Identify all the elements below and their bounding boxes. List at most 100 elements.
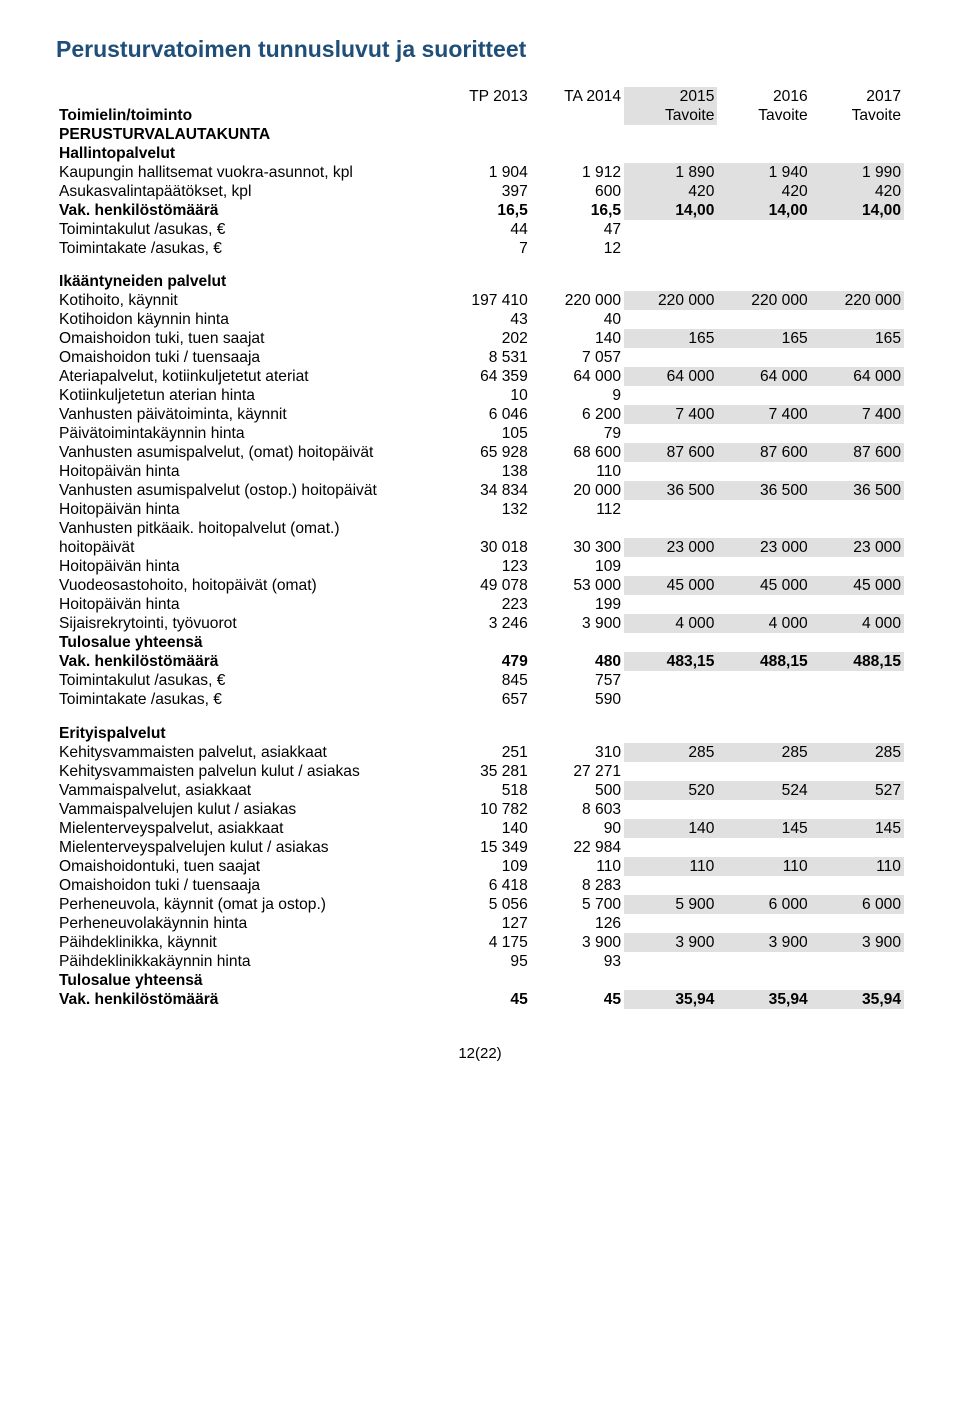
row-label: Sijaisrekrytointi, työvuorot [56, 614, 437, 633]
table-row: Vanhusten asumispalvelut (ostop.) hoitop… [56, 481, 904, 500]
header-cell: Toimielin/toiminto [56, 106, 437, 125]
value-cell: 110 [624, 857, 717, 876]
table-row: Toimintakate /asukas, €712 [56, 239, 904, 258]
table-row: Kehitysvammaisten palvelut, asiakkaat251… [56, 743, 904, 762]
table-row: Vuodeosastohoito, hoitopäivät (omat)49 0… [56, 576, 904, 595]
value-cell: 110 [531, 857, 624, 876]
value-cell [811, 310, 904, 329]
value-cell: 3 900 [531, 614, 624, 633]
table-row: Mielenterveyspalvelut, asiakkaat14090140… [56, 819, 904, 838]
value-cell: 34 834 [437, 481, 530, 500]
value-cell: 123 [437, 557, 530, 576]
value-cell: 197 410 [437, 291, 530, 310]
value-cell [624, 838, 717, 857]
value-cell [531, 633, 624, 652]
table-row: Vammaispalvelut, asiakkaat51850052052452… [56, 781, 904, 800]
value-cell: 12 [531, 239, 624, 258]
value-cell: 420 [624, 182, 717, 201]
value-cell: 397 [437, 182, 530, 201]
value-cell: 5 900 [624, 895, 717, 914]
value-cell [811, 348, 904, 367]
value-cell [437, 971, 530, 990]
value-cell: 285 [624, 743, 717, 762]
cell [717, 125, 810, 144]
value-cell: 220 000 [531, 291, 624, 310]
header-row: Toimielin/toimintoTavoiteTavoiteTavoite [56, 106, 904, 125]
value-cell [717, 914, 810, 933]
table-row: Hoitopäivän hinta138110 [56, 462, 904, 481]
value-cell: 500 [531, 781, 624, 800]
value-cell: 1 904 [437, 163, 530, 182]
value-cell: 6 000 [717, 895, 810, 914]
row-label: Vammaispalvelut, asiakkaat [56, 781, 437, 800]
section-heading: Ikääntyneiden palvelut [56, 272, 437, 291]
table-row: Päihdeklinikkakäynnin hinta9593 [56, 952, 904, 971]
value-cell: 1 912 [531, 163, 624, 182]
cell [624, 272, 717, 291]
value-cell: 49 078 [437, 576, 530, 595]
value-cell [717, 220, 810, 239]
value-cell [624, 500, 717, 519]
value-cell: 53 000 [531, 576, 624, 595]
value-cell: 7 [437, 239, 530, 258]
value-cell: 8 531 [437, 348, 530, 367]
row-label: Kaupungin hallitsemat vuokra-asunnot, kp… [56, 163, 437, 182]
value-cell: 36 500 [624, 481, 717, 500]
value-cell: 7 400 [717, 405, 810, 424]
value-cell [717, 762, 810, 781]
value-cell: 3 900 [717, 933, 810, 952]
cell [811, 519, 904, 538]
cell [717, 272, 810, 291]
table-row: Omaishoidon tuki / tuensaaja6 4188 283 [56, 876, 904, 895]
value-cell: 10 782 [437, 800, 530, 819]
value-cell: 30 018 [437, 538, 530, 557]
header-cell: Tavoite [624, 106, 717, 125]
value-cell [624, 557, 717, 576]
cell [811, 272, 904, 291]
value-cell: 1 990 [811, 163, 904, 182]
value-cell [717, 386, 810, 405]
section-subheading-row: Hallintopalvelut [56, 144, 904, 163]
value-cell: 488,15 [717, 652, 810, 671]
value-cell: 45 000 [624, 576, 717, 595]
row-label: Omaishoidon tuki / tuensaaja [56, 348, 437, 367]
value-cell: 518 [437, 781, 530, 800]
value-cell [811, 500, 904, 519]
value-cell [811, 762, 904, 781]
value-cell: 45 [437, 990, 530, 1009]
value-cell: 4 000 [624, 614, 717, 633]
value-cell: 6 418 [437, 876, 530, 895]
table-row: Kaupungin hallitsemat vuokra-asunnot, kp… [56, 163, 904, 182]
value-cell: 310 [531, 743, 624, 762]
value-cell [717, 876, 810, 895]
table-row: Asukasvalintapäätökset, kpl3976004204204… [56, 182, 904, 201]
cell [624, 144, 717, 163]
table-row: Tulosalue yhteensä [56, 971, 904, 990]
cell [717, 144, 810, 163]
value-cell [717, 952, 810, 971]
row-label: Omaishoidon tuki, tuen saajat [56, 329, 437, 348]
value-cell: 79 [531, 424, 624, 443]
value-cell: 4 000 [717, 614, 810, 633]
table-row: Ateriapalvelut, kotiinkuljetetut ateriat… [56, 367, 904, 386]
row-label: Hoitopäivän hinta [56, 500, 437, 519]
value-cell: 480 [531, 652, 624, 671]
value-cell [624, 239, 717, 258]
value-cell: 223 [437, 595, 530, 614]
value-cell: 30 300 [531, 538, 624, 557]
section-heading: PERUSTURVALAUTAKUNTA [56, 125, 437, 144]
value-cell [624, 595, 717, 614]
value-cell: 600 [531, 182, 624, 201]
cell [717, 724, 810, 743]
cell [531, 125, 624, 144]
value-cell [624, 348, 717, 367]
value-cell: 27 271 [531, 762, 624, 781]
table-row: Kotiinkuljetetun aterian hinta109 [56, 386, 904, 405]
value-cell: 165 [624, 329, 717, 348]
value-cell [717, 671, 810, 690]
cell [531, 144, 624, 163]
value-cell: 105 [437, 424, 530, 443]
value-cell: 68 600 [531, 443, 624, 462]
value-cell [717, 557, 810, 576]
row-label: Mielenterveyspalvelujen kulut / asiakas [56, 838, 437, 857]
